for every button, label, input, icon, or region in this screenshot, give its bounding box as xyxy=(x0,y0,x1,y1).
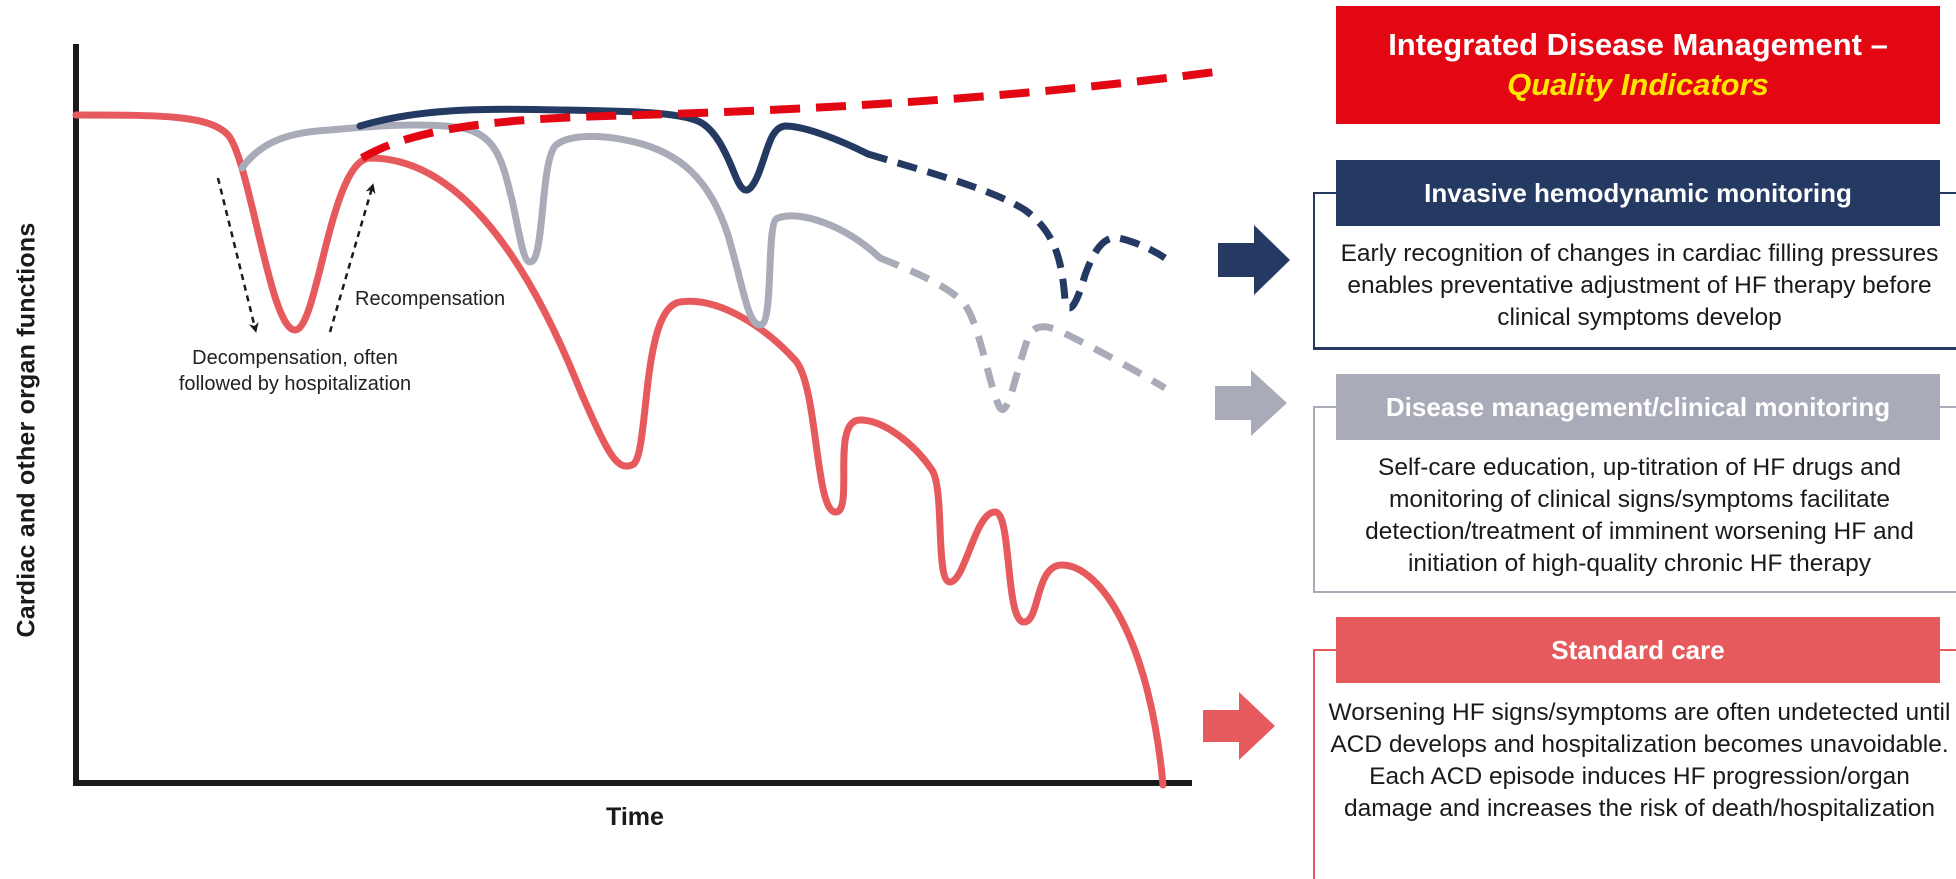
target-trajectory-dashed xyxy=(359,68,1216,162)
invasive-monitoring-heading: Invasive hemodynamic monitoring xyxy=(1336,160,1940,226)
disease-management-heading: Disease management/clinical monitoring xyxy=(1336,374,1940,440)
disease-management-projection xyxy=(878,254,1167,413)
standard-care-curve xyxy=(72,111,1167,789)
navy-arrow-icon xyxy=(1218,225,1290,295)
grey-arrow-icon xyxy=(1215,370,1287,436)
recompensation-label: Recompensation xyxy=(355,288,506,310)
invasive-monitoring-curve xyxy=(356,105,872,194)
salmon-arrow-icon xyxy=(1203,692,1275,760)
invasive-monitoring-projection xyxy=(866,150,1167,312)
decompensation-label: Decompensation, often followed by hospit… xyxy=(178,347,412,395)
invasive-monitoring-text: Early recognition of changes in cardiac … xyxy=(1340,240,1939,331)
disease-management-curve xyxy=(238,121,884,329)
title-line2: Quality Indicators xyxy=(1507,67,1769,102)
x-axis-title: Time xyxy=(606,803,664,831)
standard-care-text: Worsening HF signs/symptoms are often un… xyxy=(1328,699,1951,822)
disease-trajectory-diagram xyxy=(72,44,1216,789)
quality-indicators-title: Integrated Disease Management – Quality … xyxy=(1336,6,1940,124)
title-line1: Integrated Disease Management – xyxy=(1388,27,1888,62)
standard-care-heading: Standard care xyxy=(1336,617,1940,683)
disease-management-text: Self-care education, up-titration of HF … xyxy=(1365,454,1914,577)
recompensation-arrow xyxy=(328,183,376,333)
decompensation-arrow xyxy=(216,177,259,333)
